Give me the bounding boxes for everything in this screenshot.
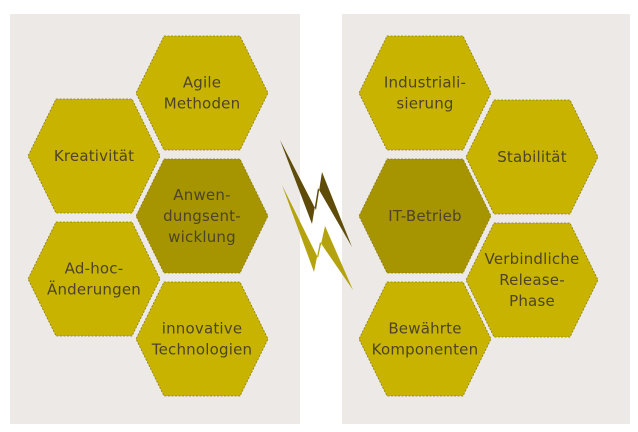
hexagon-label: Phase — [509, 292, 555, 310]
hexagon-label: Industriali- — [384, 74, 466, 92]
hexagon-shape — [27, 221, 161, 337]
hexagon-ad-hoc-aenderungen: Ad-hoc- Änderungen — [27, 221, 161, 337]
hexagon-shape — [135, 158, 269, 274]
hexagon-shape — [135, 281, 269, 397]
hexagon-label: Agile — [183, 74, 221, 92]
hexagon-shape — [358, 281, 492, 397]
hexagon-label: Release- — [499, 271, 565, 289]
hexagon-agile-methoden: Agile Methoden — [135, 35, 269, 151]
hexagon-label: IT-Betrieb — [388, 207, 462, 225]
hexagon-label: Anwen- — [173, 186, 230, 204]
hexagon-anwendungsentwicklung: Anwen-dungsent-wicklung — [135, 158, 269, 274]
hexagon-kreativitaet: Kreativität — [27, 98, 161, 214]
hexagon-shape — [465, 99, 599, 215]
hexagon-industrialisierung: Industriali-sierung — [358, 35, 492, 151]
hexagon-shape — [135, 35, 269, 151]
hexagon-stabilitaet: Stabilität — [465, 99, 599, 215]
hexagon-verbindliche-release-phase: Verbindliche Release- Phase — [465, 222, 599, 338]
hexagon-shape — [358, 158, 492, 274]
hexagon-label: Methoden — [164, 95, 241, 113]
hexagon-innovative-technologien: innovative Technologien — [135, 281, 269, 397]
hexagon-shape — [358, 35, 492, 151]
hexagon-label: Technologien — [151, 341, 252, 359]
hexagon-shape — [27, 98, 161, 214]
hexagon-label: dungsent- — [163, 207, 241, 225]
hexagon-it-betrieb: IT-Betrieb — [358, 158, 492, 274]
hexagon-bewaehrte-komponenten: Bewährte Komponenten — [358, 281, 492, 397]
hexagon-label: Änderungen — [47, 280, 141, 299]
hexagon-label: Komponenten — [372, 341, 479, 359]
hexagon-label: wicklung — [168, 228, 236, 246]
hexagon-shape — [465, 222, 599, 338]
hexagon-label: Verbindliche — [485, 250, 580, 268]
hexagon-label: Bewährte — [388, 320, 461, 338]
hexagon-label: Ad-hoc- — [65, 260, 124, 278]
hexagon-label: sierung — [396, 95, 453, 113]
hexagon-label: Kreativität — [54, 147, 134, 165]
hexagon-label: innovative — [162, 320, 243, 338]
hexagon-label: Stabilität — [497, 148, 567, 166]
lightning-bolt-light — [282, 185, 353, 290]
lightning-bolt-icon — [280, 140, 353, 290]
